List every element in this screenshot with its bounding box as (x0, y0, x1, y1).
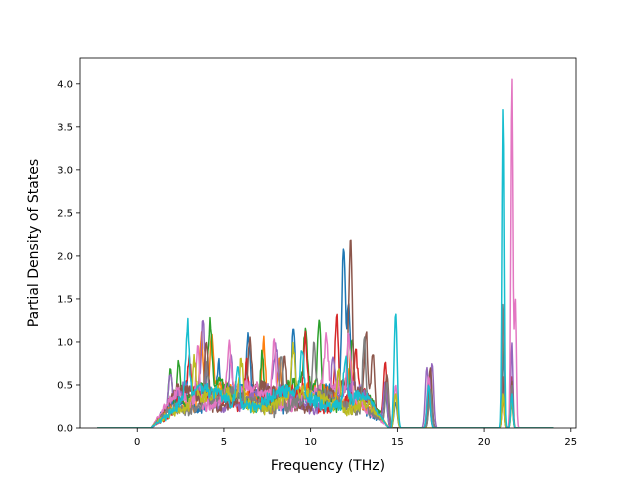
y-tick-label: 4.0 (57, 79, 73, 90)
y-tick-label: 1.0 (57, 337, 73, 348)
y-tick-label: 0.5 (57, 380, 73, 391)
pdos-series-line (97, 78, 554, 428)
x-tick-label: 5 (221, 437, 227, 448)
y-tick-label: 1.5 (57, 294, 73, 305)
y-axis-ticks: 0.0 0.5 1.0 1.5 2.0 2.5 3.0 3.5 4.0 (57, 79, 80, 435)
x-axis-label: Frequency (THz) (271, 458, 385, 474)
x-tick-label: 20 (478, 437, 491, 448)
x-tick-label: 0 (134, 437, 140, 448)
plot-frame (79, 57, 577, 429)
pdos-series-line (97, 108, 554, 428)
pdos-series-line (97, 341, 554, 428)
y-axis-label: Partial Density of States (26, 159, 42, 327)
x-axis-ticks: 0 5 10 15 20 25 (134, 428, 577, 448)
series-layer (97, 78, 554, 428)
y-tick-label: 3.0 (57, 165, 73, 176)
y-tick-label: 0.0 (57, 424, 73, 435)
x-tick-label: 15 (391, 437, 404, 448)
x-tick-label: 25 (564, 437, 577, 448)
y-tick-label: 2.0 (57, 251, 73, 262)
y-tick-label: 3.5 (57, 122, 73, 133)
pdos-series-line (97, 303, 554, 428)
y-tick-label: 2.5 (57, 208, 73, 219)
x-tick-label: 10 (304, 437, 317, 448)
